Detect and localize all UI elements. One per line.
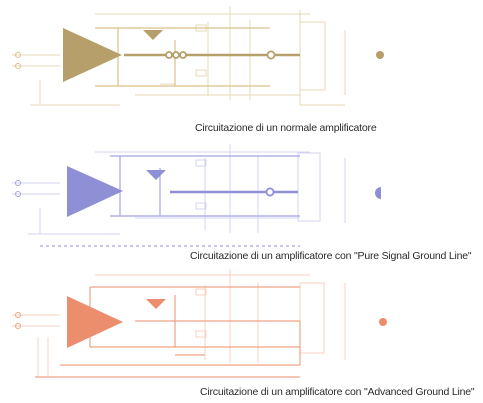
schematic-pure-signal-ground-line [12,144,381,247]
schematic-advanced-ground-line [12,269,387,378]
caption-normal-amplifier: Circuitazione di un normale amplificator… [195,122,377,134]
caption-advanced-ground-line: Circuitazione di un amplificatore con "A… [200,386,475,398]
caption-pure-signal-ground-line: Circuitazione di un amplificatore con "P… [190,250,472,262]
schematic-normal-amplifier [12,6,384,106]
